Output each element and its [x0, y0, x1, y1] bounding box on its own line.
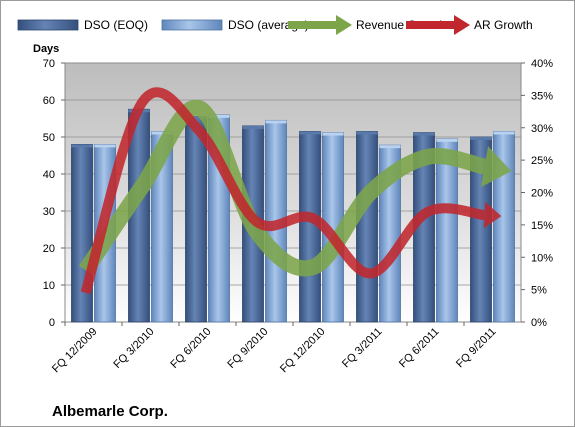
left-axis-ticks: 0 10 20 30 40 50 60 70	[43, 58, 65, 329]
trend-line	[80, 87, 502, 295]
legend-label-dso-eoq: DSO (EOQ)	[84, 18, 148, 32]
legend-swatch-ar-growth	[406, 15, 470, 35]
x-axis-ticks: FQ 12/2009 FQ 3/2010 FQ 6/2010 FQ 9/2010 FQ …	[50, 322, 499, 375]
y2-tick-label: 40%	[531, 58, 553, 70]
company-label: Albemarle Corp.	[52, 403, 168, 420]
y-tick-label: 50	[43, 132, 55, 144]
y-axis-label: Days	[33, 43, 59, 55]
y-tick-label: 70	[43, 58, 55, 70]
y-tick-label: 30	[43, 206, 55, 218]
x-tick-label: FQ 3/2010	[111, 326, 156, 371]
y2-tick-label: 5%	[531, 285, 547, 297]
legend-label-ar-growth: AR Growth	[474, 18, 533, 32]
x-tick-label: FQ 12/2010	[278, 326, 328, 376]
bar	[151, 131, 173, 323]
bar	[436, 138, 458, 323]
x-tick-label: FQ 6/2011	[397, 326, 442, 371]
bar	[185, 116, 207, 323]
y2-tick-label: 0%	[531, 317, 547, 329]
x-tick-label: FQ 9/2011	[454, 326, 499, 371]
trend-line	[78, 99, 512, 277]
legend-swatch-dso-eoq	[17, 19, 79, 31]
bar	[356, 131, 378, 323]
y-tick-label: 20	[43, 243, 55, 255]
legend: DSO (EOQ) DSO (average) Revenue Growth A…	[17, 15, 533, 35]
y2-tick-label: 35%	[531, 90, 553, 102]
bar	[493, 131, 515, 323]
legend-swatch-dso-average	[161, 19, 223, 31]
right-axis-ticks: 0% 5% 10% 15% 20% 25% 30% 35% 40%	[521, 58, 553, 329]
y2-tick-label: 30%	[531, 123, 553, 135]
y2-tick-label: 25%	[531, 155, 553, 167]
legend-swatch-revenue-growth	[288, 15, 352, 35]
y2-tick-label: 10%	[531, 252, 553, 264]
trend-series	[78, 87, 512, 295]
bar	[71, 143, 93, 323]
y-tick-label: 10	[43, 280, 55, 292]
y-tick-label: 0	[49, 317, 55, 329]
y-tick-label: 60	[43, 95, 55, 107]
x-tick-label: FQ 6/2010	[168, 326, 213, 371]
y-tick-label: 40	[43, 169, 55, 181]
x-tick-label: FQ 3/2011	[340, 326, 385, 371]
y2-tick-label: 15%	[531, 220, 553, 232]
y2-tick-label: 20%	[531, 188, 553, 200]
x-tick-label: FQ 9/2010	[225, 326, 270, 371]
x-tick-label: FQ 12/2009	[50, 326, 100, 376]
